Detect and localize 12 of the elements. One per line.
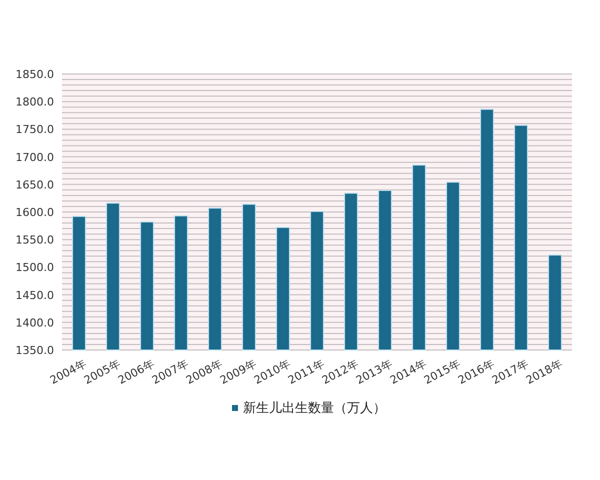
y-tick-label: 1550.0 (16, 234, 54, 247)
y-tick-label: 1750.0 (16, 123, 54, 136)
y-tick-label: 1350.0 (16, 344, 54, 357)
y-tick-label: 1700.0 (16, 150, 54, 164)
y-tick-label: 1600.0 (16, 206, 54, 219)
y-tick-label: 1450.0 (16, 288, 54, 302)
y-tick-label: 1800.0 (16, 96, 54, 109)
y-tick-label: 1850.0 (16, 68, 54, 81)
y-tick-label: 1400.0 (16, 316, 54, 330)
legend-label: 新生儿出生数量（万人） (243, 401, 386, 416)
y-tick-label: 1500.0 (16, 261, 54, 274)
y-tick-label: 1650.0 (16, 178, 54, 192)
